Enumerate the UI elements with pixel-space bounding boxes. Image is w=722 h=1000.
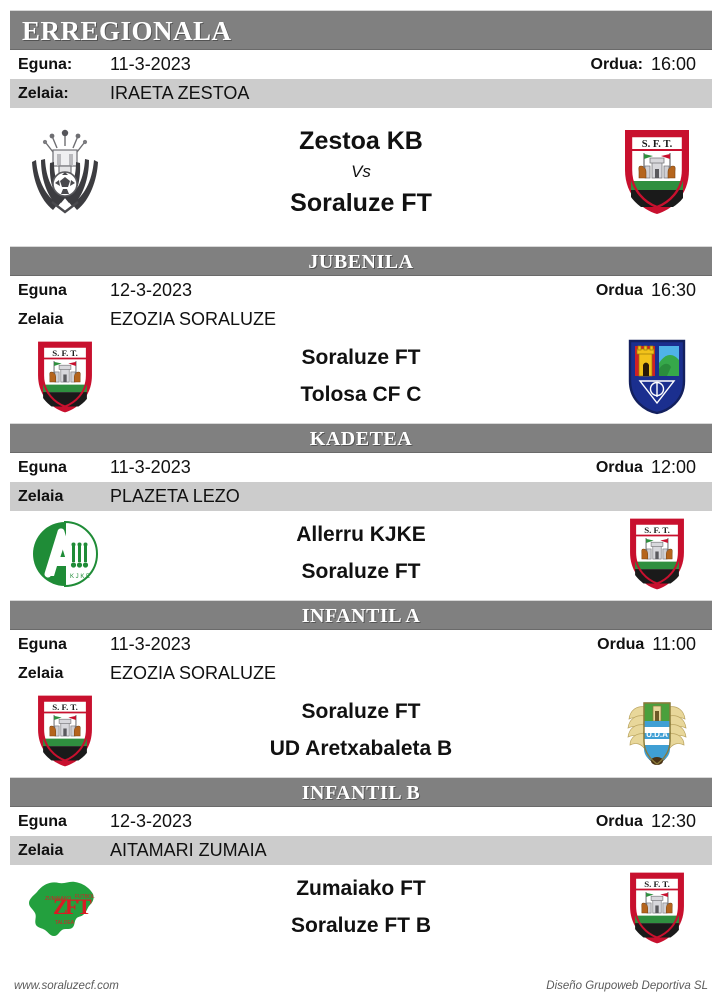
date-row-infantil-a: Eguna 11-3-2023 Ordua 11:00 — [10, 630, 712, 659]
soraluze-ft-crest: S. F. T. — [10, 338, 120, 416]
teams-infantil-b: Zumaiako FT Soraluze FT B — [120, 871, 602, 945]
svg-text:Z: Z — [53, 894, 68, 919]
field-value: EZOZIA SORALUZE — [110, 663, 277, 683]
date-label: Eguna — [18, 635, 67, 653]
home-team-name: Soraluze FT — [301, 345, 421, 369]
teams-infantil-a: Soraluze FT UD Aretxabaleta B — [120, 694, 602, 768]
time-value: 12:30 — [650, 811, 696, 831]
date-label: Eguna — [18, 812, 67, 830]
field-label: Zelaia — [18, 310, 64, 328]
svg-text:S. F. T.: S. F. T. — [642, 139, 673, 150]
date-label: Eguna: — [18, 55, 73, 73]
svg-text:T: T — [77, 894, 92, 919]
field-row-kadetea: Zelaia PLAZETA LEZO — [10, 482, 712, 511]
svg-text:U.D.A: U.D.A — [646, 730, 668, 739]
match-infantil-a: S. F. T. Soraluze FT — [10, 688, 712, 773]
tolosa-cf-crest — [602, 339, 712, 415]
section-banner-kadetea: KADETEA — [10, 423, 712, 453]
date-row-kadetea: Eguna 11-3-2023 Ordua 12:00 — [10, 453, 712, 482]
away-team-name: Soraluze FT — [301, 559, 421, 583]
date-value: 11-3-2023 — [110, 634, 191, 654]
date-row-jubenila: Eguna 12-3-2023 Ordua 16:30 — [10, 276, 712, 305]
vs-label: Vs — [351, 162, 371, 182]
field-label: Zelaia — [18, 664, 64, 682]
svg-text:S. F. T.: S. F. T. — [52, 347, 78, 357]
date-value: 11-3-2023 — [110, 54, 191, 74]
match-jubenila: S. F. T. Soraluze FT — [10, 334, 712, 419]
field-row-jubenila: Zelaia EZOZIA SORALUZE — [10, 305, 712, 334]
svg-text:F: F — [65, 894, 78, 919]
field-row-infantil-b: Zelaia AITAMARI ZUMAIA — [10, 836, 712, 865]
teams-jubenila: Soraluze FT Tolosa CF C — [120, 340, 602, 414]
home-team-name: Allerru KJKE — [296, 522, 426, 546]
time-label: Ordua: — [590, 55, 643, 73]
time-group: Ordua: 16:00 — [591, 50, 697, 79]
date-label: Eguna — [18, 458, 67, 476]
date-row-erregionala: Eguna: 11-3-2023 Ordua: 16:00 — [10, 50, 712, 79]
zumaiako-ft-crest: Z F T ZUMAIAKO FUTBOL TALDEA — [10, 872, 120, 944]
section-banner-jubenila: JUBENILA — [10, 246, 712, 276]
field-row-erregionala: Zelaia: IRAETA ZESTOA — [10, 79, 712, 108]
time-group: Ordua 12:00 — [596, 453, 696, 482]
soraluze-ft-crest: S. F. T. — [602, 515, 712, 593]
field-value: IRAETA ZESTOA — [110, 83, 250, 103]
section-banner-erregionala: ERREGIONALA — [10, 10, 712, 50]
zestoa-kb-crest — [10, 126, 120, 218]
allerru-kjke-crest: K J K E — [10, 520, 120, 588]
time-value: 16:30 — [650, 280, 696, 300]
time-group: Ordua 11:00 — [597, 630, 696, 659]
aretxabaleta-crest: U.D.A — [602, 693, 712, 769]
time-label: Ordua — [595, 281, 643, 299]
match-kadetea: K J K E Allerru KJKE Soraluze FT S. F. T… — [10, 511, 712, 596]
teams-erregionala: Zestoa KB Vs Soraluze FT — [120, 123, 602, 221]
svg-text:FUTBOL: FUTBOL — [75, 894, 95, 900]
home-team-name: Zestoa KB — [299, 127, 423, 155]
time-label: Ordua — [597, 635, 645, 653]
svg-text:K J K E: K J K E — [70, 574, 90, 580]
svg-text:S. F. T.: S. F. T. — [52, 701, 78, 711]
website-link[interactable]: www.soraluzecf.com — [14, 980, 119, 992]
teams-kadetea: Allerru KJKE Soraluze FT — [120, 517, 602, 591]
field-value: EZOZIA SORALUZE — [110, 309, 277, 329]
section-banner-infantil-b: INFANTIL B — [10, 777, 712, 807]
date-label: Eguna — [18, 281, 67, 299]
page-footer: www.soraluzecf.com Diseño Grupoweb Depor… — [0, 980, 722, 992]
time-group: Ordua 12:30 — [596, 807, 696, 836]
svg-text:TALDEA: TALDEA — [55, 920, 75, 926]
time-value: 11:00 — [652, 634, 696, 654]
home-team-name: Soraluze FT — [301, 699, 421, 723]
svg-text:ZUMAIAKO: ZUMAIAKO — [45, 896, 71, 902]
time-value: 16:00 — [650, 54, 696, 74]
svg-text:S. F. T.: S. F. T. — [644, 878, 670, 888]
field-row-infantil-a: Zelaia EZOZIA SORALUZE — [10, 659, 712, 688]
time-label: Ordua — [595, 812, 643, 830]
field-value: AITAMARI ZUMAIA — [110, 840, 267, 860]
field-label: Zelaia — [18, 487, 64, 505]
date-value: 11-3-2023 — [110, 457, 191, 477]
match-erregionala: Zestoa KB Vs Soraluze FT S. F. T. — [10, 108, 712, 236]
away-team-name: Soraluze FT — [290, 188, 432, 217]
svg-text:S. F. T.: S. F. T. — [644, 524, 670, 534]
date-value: 12-3-2023 — [110, 280, 193, 300]
match-infantil-b: Z F T ZUMAIAKO FUTBOL TALDEA Zumaiako FT… — [10, 865, 712, 950]
soraluze-ft-crest: S. F. T. — [602, 126, 712, 218]
away-team-name: UD Aretxabaleta B — [269, 736, 453, 760]
time-group: Ordua 16:30 — [596, 276, 696, 305]
field-label: Zelaia — [18, 841, 64, 859]
field-label: Zelaia: — [18, 84, 69, 102]
soraluze-ft-crest: S. F. T. — [10, 692, 120, 770]
soraluze-ft-crest: S. F. T. — [602, 869, 712, 947]
away-team-name: Soraluze FT B — [290, 913, 432, 937]
date-row-infantil-b: Eguna 12-3-2023 Ordua 12:30 — [10, 807, 712, 836]
design-credit: Diseño Grupoweb Deportiva SL — [546, 980, 708, 992]
home-team-name: Zumaiako FT — [296, 876, 426, 900]
time-value: 12:00 — [650, 457, 696, 477]
field-value: PLAZETA LEZO — [110, 486, 240, 506]
time-label: Ordua — [595, 458, 643, 476]
date-value: 12-3-2023 — [110, 811, 193, 831]
section-banner-infantil-a: INFANTIL A — [10, 600, 712, 630]
away-team-name: Tolosa CF C — [300, 382, 422, 406]
